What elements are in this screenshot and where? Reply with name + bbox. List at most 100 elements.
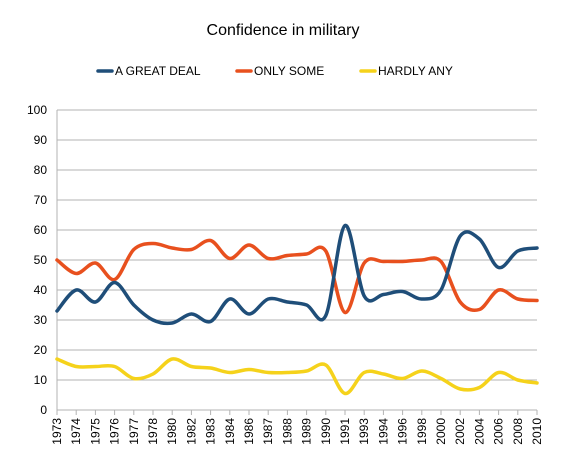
x-tick-label: 1988 (280, 418, 294, 445)
y-tick-label: 10 (34, 373, 48, 387)
x-tick-label: 2006 (492, 418, 506, 445)
data-point (247, 312, 251, 316)
legend-label: A GREAT DEAL (115, 64, 201, 78)
data-point (458, 300, 462, 304)
x-tick-label: 1989 (300, 418, 314, 445)
data-point (93, 261, 97, 265)
data-point (381, 293, 385, 296)
data-point (497, 371, 501, 374)
x-tick-label: 1976 (108, 418, 122, 445)
data-point (420, 369, 424, 373)
data-point (93, 300, 97, 304)
x-tick-label: 2004 (472, 418, 486, 445)
series-points-hardly-any (55, 357, 539, 395)
chart-title: Confidence in military (207, 22, 360, 39)
legend: A GREAT DEAL ONLY SOME HARDLY ANY (96, 64, 453, 78)
data-point (420, 297, 424, 301)
data-point (151, 318, 155, 322)
x-tick-label: 1980 (165, 418, 179, 445)
x-tick-label: 2000 (434, 418, 448, 445)
data-point (497, 288, 501, 292)
data-point (170, 321, 174, 325)
data-point (189, 365, 193, 368)
data-point (228, 257, 232, 260)
data-point (535, 299, 539, 302)
data-point (113, 281, 117, 284)
y-tick-label: 0 (40, 403, 47, 417)
y-tick-label: 30 (34, 313, 48, 327)
data-point (266, 297, 270, 301)
data-point (132, 303, 136, 307)
y-tick-label: 20 (34, 343, 48, 357)
data-point (535, 381, 539, 385)
data-point (151, 372, 155, 376)
data-point (93, 365, 97, 368)
x-tick-label: 2002 (453, 418, 467, 445)
data-point (516, 297, 520, 301)
data-point (381, 260, 385, 263)
y-tick-label: 90 (34, 133, 48, 147)
x-tick-label: 1993 (357, 418, 371, 445)
x-tick-label: 1996 (396, 418, 410, 445)
x-tick-label: 1975 (88, 418, 102, 445)
legend-label: HARDLY ANY (378, 64, 453, 78)
data-point (324, 249, 328, 253)
data-point (343, 224, 347, 227)
data-point (209, 239, 213, 242)
x-tick-label: 1973 (50, 418, 64, 445)
data-point (516, 378, 520, 382)
data-point (247, 243, 251, 247)
x-tick-label: 1974 (69, 418, 83, 445)
data-point (343, 392, 347, 395)
data-point (113, 365, 117, 368)
x-tick-label: 1987 (261, 418, 275, 445)
data-point (305, 252, 309, 256)
legend-label: ONLY SOME (254, 64, 324, 78)
data-point (55, 309, 59, 313)
data-point (343, 311, 347, 314)
data-point (285, 300, 289, 304)
data-point (266, 257, 270, 260)
series-line-only-some (55, 238, 539, 315)
y-tick-label: 80 (34, 163, 48, 177)
data-point (113, 278, 117, 281)
data-point (247, 368, 251, 371)
data-point (458, 234, 462, 238)
data-point (170, 246, 174, 250)
data-point (535, 246, 539, 250)
data-point (189, 312, 193, 316)
series-points-a-great-deal (55, 224, 539, 325)
data-point (458, 387, 462, 391)
x-tick-label: 1991 (338, 418, 352, 445)
data-point (381, 372, 385, 376)
data-point (285, 371, 289, 374)
series-layer (55, 223, 539, 396)
data-point (439, 260, 443, 263)
x-tick-label: 1998 (415, 418, 429, 445)
data-point (477, 237, 481, 241)
grid (57, 109, 537, 381)
data-point (401, 377, 405, 380)
x-axis-ticks: 1973 1974 1975 1976 1977 1978 1980 1982 1983 1984… (50, 410, 544, 445)
x-tick-label: 1986 (242, 418, 256, 445)
data-point (132, 377, 136, 380)
data-point (305, 369, 309, 373)
series-line-a-great-deal (55, 223, 539, 326)
y-tick-label: 50 (34, 253, 48, 267)
series-points-only-some (55, 239, 539, 314)
x-tick-label: 1983 (204, 418, 218, 445)
data-point (209, 320, 213, 323)
data-point (401, 260, 405, 263)
data-point (266, 371, 270, 374)
data-point (324, 314, 328, 317)
data-point (228, 297, 232, 301)
data-point (285, 254, 289, 257)
data-point (170, 357, 174, 361)
x-tick-label: 1982 (184, 418, 198, 445)
x-tick-label: 1990 (319, 418, 333, 445)
data-point (305, 303, 309, 307)
data-point (497, 266, 501, 269)
x-tick-label: 1994 (376, 418, 390, 445)
data-point (151, 242, 155, 245)
